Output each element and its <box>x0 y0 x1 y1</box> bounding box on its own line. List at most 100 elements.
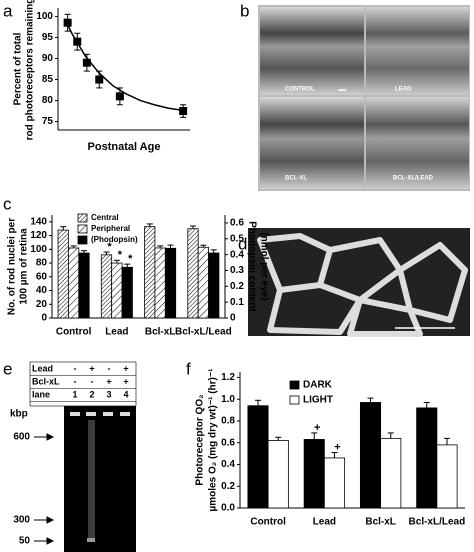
y-tick-label: 85 <box>42 74 54 85</box>
y-tick-label: 1.0 <box>221 394 235 405</box>
legend-label: (Phodopsin) <box>91 235 138 244</box>
bar <box>68 247 80 319</box>
y-tick-label: 0.2 <box>221 481 235 492</box>
y2-tick-label: 0.2 <box>230 281 244 292</box>
y-axis-label: No. of rod nuclei per <box>7 218 18 315</box>
y2-axis-label: Phodopsin content <box>246 221 257 312</box>
table-border <box>29 361 137 407</box>
table-cell: - <box>74 376 77 386</box>
legend-label: LIGHT <box>303 395 333 406</box>
point <box>115 92 124 101</box>
y-tick-label: 95 <box>42 32 54 43</box>
bar <box>359 402 382 509</box>
y-axis-label: Percent of total <box>13 32 24 105</box>
size-marker: 50 <box>19 536 31 547</box>
bar <box>436 444 458 509</box>
micrograph-b <box>258 5 470 191</box>
x-axis-label: Postnatal Age <box>88 141 161 153</box>
y2-axis-label: (nmol per eye) <box>258 232 269 300</box>
y2-tick-label: 0.1 <box>230 297 244 308</box>
size-marker: 600 <box>13 432 30 443</box>
table-cell: + <box>123 376 128 386</box>
panel-letter: d <box>238 234 247 253</box>
bar <box>154 247 166 319</box>
y-tick-label: 0 <box>41 313 47 324</box>
bar <box>267 440 289 509</box>
marker-arrow <box>34 516 55 524</box>
x-tick-label: Bcl-xL <box>145 327 176 338</box>
point <box>73 37 82 46</box>
y2-tick-label: 0.6 <box>230 218 244 229</box>
y-tick-label: 140 <box>30 217 47 228</box>
table-cell: - <box>108 363 111 373</box>
point <box>82 58 91 67</box>
legend-label: DARK <box>303 380 333 391</box>
y-tick-label: 100 <box>36 11 53 22</box>
legend-label: Peripheral <box>91 224 130 233</box>
micrograph-d <box>248 228 470 337</box>
y-tick-label: 60 <box>36 271 48 282</box>
x-tick-label: Bcl-xL <box>365 517 396 528</box>
significance-mark: * <box>107 241 112 253</box>
table-cell: 1 <box>72 389 77 399</box>
y-axis-label: 100 µm of retina <box>19 228 30 305</box>
y2-tick-label: 0 <box>230 313 236 324</box>
table-cell: lane <box>32 389 50 399</box>
bar <box>247 405 269 509</box>
significance-mark: + <box>334 441 340 453</box>
x-tick-label: Bcl-xL/Lead <box>409 517 466 528</box>
fit-line <box>64 18 185 112</box>
legend-swatch <box>77 224 88 234</box>
image-label: BCL-XL/LEAD <box>393 176 434 182</box>
bar <box>197 246 209 319</box>
bar <box>121 266 133 319</box>
image-label: BCL-XL <box>285 176 307 182</box>
significance-mark: * <box>118 249 123 261</box>
y-tick-label: 100 <box>30 244 47 255</box>
legend-swatch <box>289 380 300 390</box>
bar <box>323 457 346 509</box>
bar <box>111 262 123 319</box>
point <box>179 107 188 116</box>
bar <box>144 226 156 319</box>
legend-swatch <box>77 235 88 245</box>
y-tick-label: 75 <box>42 116 54 127</box>
panel-letter: e <box>3 359 12 378</box>
bar <box>100 254 113 319</box>
table-cell: + <box>106 376 111 386</box>
y-tick-label: 80 <box>42 95 54 106</box>
legend-label: Central <box>91 213 119 222</box>
point <box>63 18 72 27</box>
x-tick-label: Lead <box>313 517 336 528</box>
y-tick-label: 80 <box>36 258 48 269</box>
legend-swatch <box>289 395 300 405</box>
y-axis-label: µmoles O₂ (mg dry wt)⁻¹ (hr)⁻¹ <box>208 368 219 512</box>
x-tick-label: Control <box>250 517 286 528</box>
table-cell: Bcl-xL <box>32 376 60 386</box>
y-tick-label: 0.0 <box>221 503 235 514</box>
y-tick-label: 40 <box>36 285 48 296</box>
bar <box>187 228 199 319</box>
table-cell: 2 <box>89 389 94 399</box>
panel-letter: b <box>240 1 249 20</box>
bar <box>208 252 220 319</box>
legend-swatch <box>77 213 88 223</box>
table-cell: - <box>74 363 77 373</box>
y-tick-label: 0.6 <box>221 437 235 448</box>
marker-arrow <box>34 433 55 441</box>
x-tick-label: Lead <box>105 327 128 338</box>
table-cell: 4 <box>123 389 128 399</box>
y-axis-label: rod photoreceptors remaining <box>25 0 36 140</box>
table-cell: Lead <box>32 363 53 373</box>
table-cell: - <box>91 376 94 386</box>
y-tick-label: 120 <box>30 230 47 241</box>
x-tick-label: Control <box>56 327 92 338</box>
unit-label: kbp <box>10 409 28 420</box>
y2-tick-label: 0.5 <box>230 233 244 244</box>
y-tick-label: 1.2 <box>221 372 235 383</box>
y-tick-label: 90 <box>42 53 54 64</box>
significance-mark: * <box>128 253 133 265</box>
y2-tick-label: 0.3 <box>230 265 244 276</box>
table-cell: 3 <box>106 389 111 399</box>
